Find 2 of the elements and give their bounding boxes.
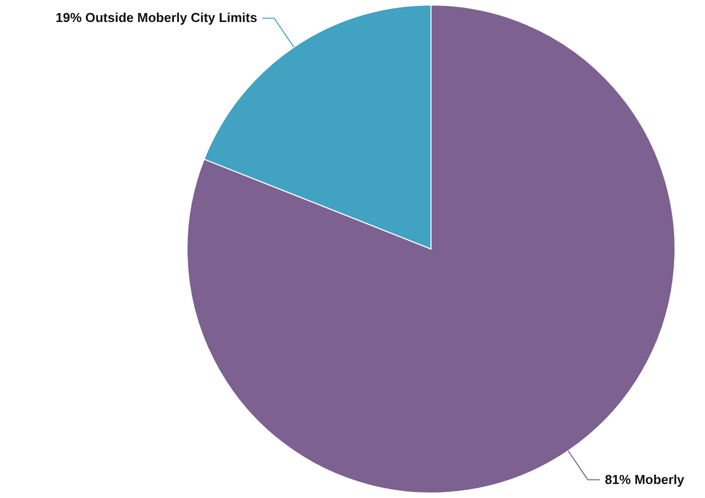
slice-label: 19% Outside Moberly City Limits <box>56 10 258 26</box>
slice-label: 81% Moberly <box>604 472 686 487</box>
